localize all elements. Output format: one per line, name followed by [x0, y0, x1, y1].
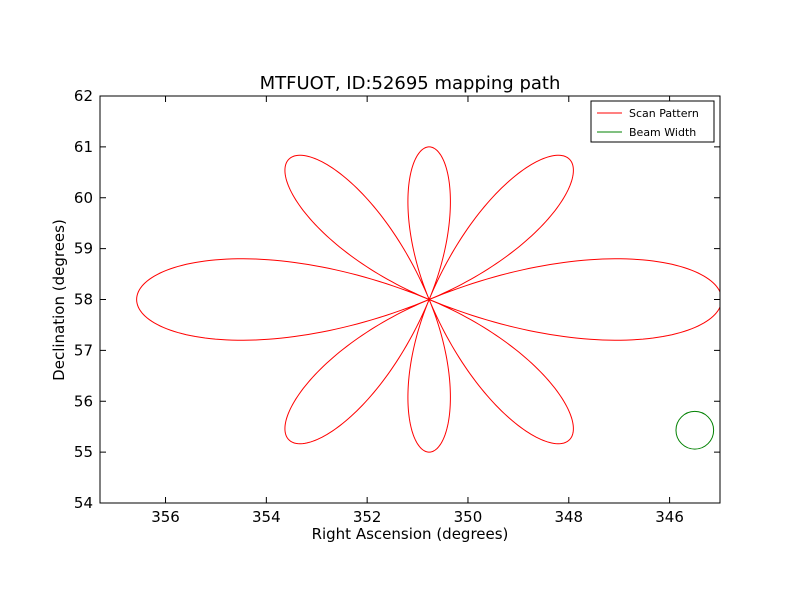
legend: Scan Pattern Beam Width	[590, 100, 715, 143]
data-layer	[136, 146, 720, 453]
chart-title: MTFUOT, ID:52695 mapping path	[260, 73, 561, 94]
y-tick-label: 54	[74, 494, 93, 512]
legend-label-beam-width: Beam Width	[629, 126, 696, 139]
legend-label-scan-pattern: Scan Pattern	[629, 107, 699, 120]
y-tick-label: 56	[74, 392, 93, 410]
x-axis-label: Right Ascension (degrees)	[312, 525, 509, 543]
x-tick-label: 352	[353, 508, 382, 526]
y-tick-label: 59	[74, 240, 93, 258]
y-tick-label: 57	[74, 341, 93, 359]
legend-frame	[590, 100, 715, 143]
beam-width-circle	[675, 410, 715, 450]
y-tick-label: 58	[74, 291, 93, 309]
x-tick-label: 348	[554, 508, 583, 526]
scan-pattern-path	[136, 146, 720, 453]
y-axis-label: Declination (degrees)	[50, 219, 68, 381]
y-tick-label: 62	[74, 87, 93, 105]
y-tick-label: 55	[74, 443, 93, 461]
y-ticks: 54 55 56 57 58 59 60 61 62	[74, 87, 720, 512]
x-tick-label: 354	[252, 508, 281, 526]
x-tick-label: 350	[454, 508, 483, 526]
x-ticks: 356 354 352 350 348 346	[151, 96, 684, 526]
x-tick-label: 356	[151, 508, 180, 526]
x-tick-label: 346	[655, 508, 684, 526]
y-tick-label: 60	[74, 189, 93, 207]
y-tick-label: 61	[74, 138, 93, 156]
